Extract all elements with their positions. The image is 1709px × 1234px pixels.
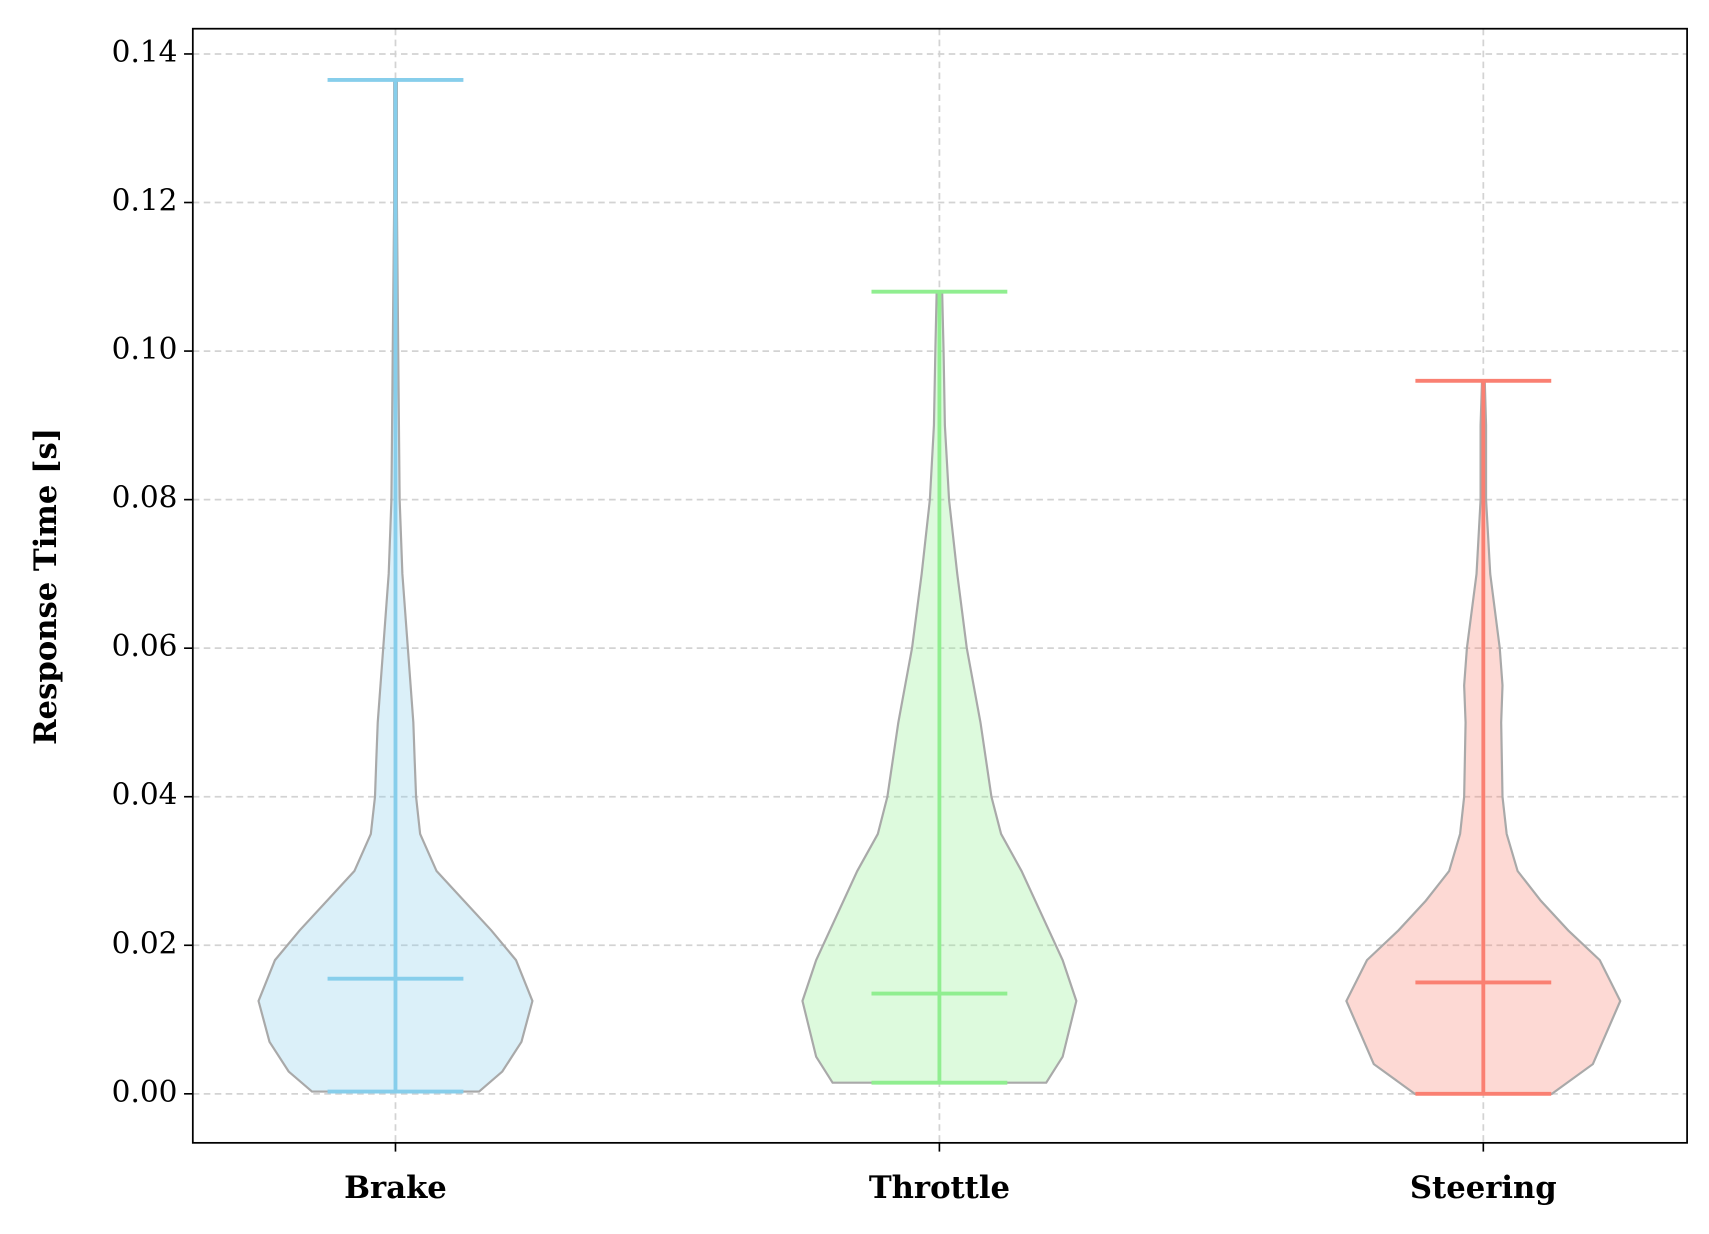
x-tick-label: Throttle: [869, 1170, 1010, 1206]
y-tick-label: 0.12: [112, 184, 178, 218]
x-tick-label: Steering: [1410, 1170, 1557, 1206]
y-tick-label: 0.02: [112, 926, 178, 960]
y-tick-label: 0.14: [112, 35, 178, 69]
plot-frame: [191, 27, 1688, 1144]
y-tick-label: 0.08: [112, 481, 178, 515]
y-tick-label: 0.04: [112, 778, 178, 812]
x-tick-label: Brake: [344, 1170, 447, 1206]
y-tick-label: 0.10: [112, 332, 178, 366]
y-tick-label: 0.06: [112, 629, 178, 663]
y-axis-label: Response Time [s]: [28, 428, 64, 745]
y-tick-label: 0.00: [112, 1075, 178, 1109]
